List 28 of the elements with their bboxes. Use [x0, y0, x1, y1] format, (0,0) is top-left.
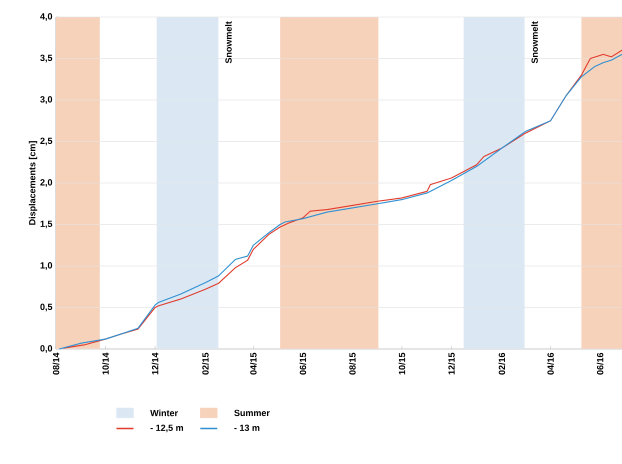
legend-label: Winter: [150, 410, 178, 416]
x-tick-label: 08/14: [52, 352, 60, 375]
x-tick-label: 04/15: [250, 352, 257, 375]
annotation: Snowmelt: [531, 21, 538, 64]
legend-label: Summer: [234, 410, 270, 416]
x-tick-label: 06/16: [596, 352, 604, 375]
x-tick-label: 06/15: [300, 352, 306, 375]
legend-label: - 12,5 m: [150, 424, 184, 432]
y-tick-label: 2,0: [40, 179, 52, 187]
y-tick-label: 0,5: [40, 304, 52, 312]
x-tick-label: 04/16: [547, 352, 554, 375]
y-tick-label: 1,5: [40, 220, 52, 228]
y-tick-label: 1,0: [40, 262, 52, 270]
annotation: Snowmelt: [225, 21, 232, 64]
y-tick-label: 2,5: [40, 138, 52, 146]
x-tick-label: 02/15: [202, 352, 209, 375]
x-tick-label: 10/15: [398, 352, 406, 374]
y-tick-label: 4,0: [40, 13, 52, 21]
y-tick-label: 0,0: [40, 345, 52, 353]
x-tick-label: 12/15: [448, 352, 455, 374]
x-tick-label: 12/14: [152, 352, 158, 374]
y-axis-title: Displacements [cm]: [28, 141, 38, 225]
x-tick-label: 02/16: [498, 352, 506, 375]
y-tick-label: 3,5: [40, 54, 52, 62]
x-tick-label: 10/14: [102, 352, 109, 374]
y-tick-label: 3,0: [40, 96, 52, 104]
legend-label: - 13 m: [234, 424, 260, 431]
x-tick-label: 08/15: [349, 352, 356, 375]
